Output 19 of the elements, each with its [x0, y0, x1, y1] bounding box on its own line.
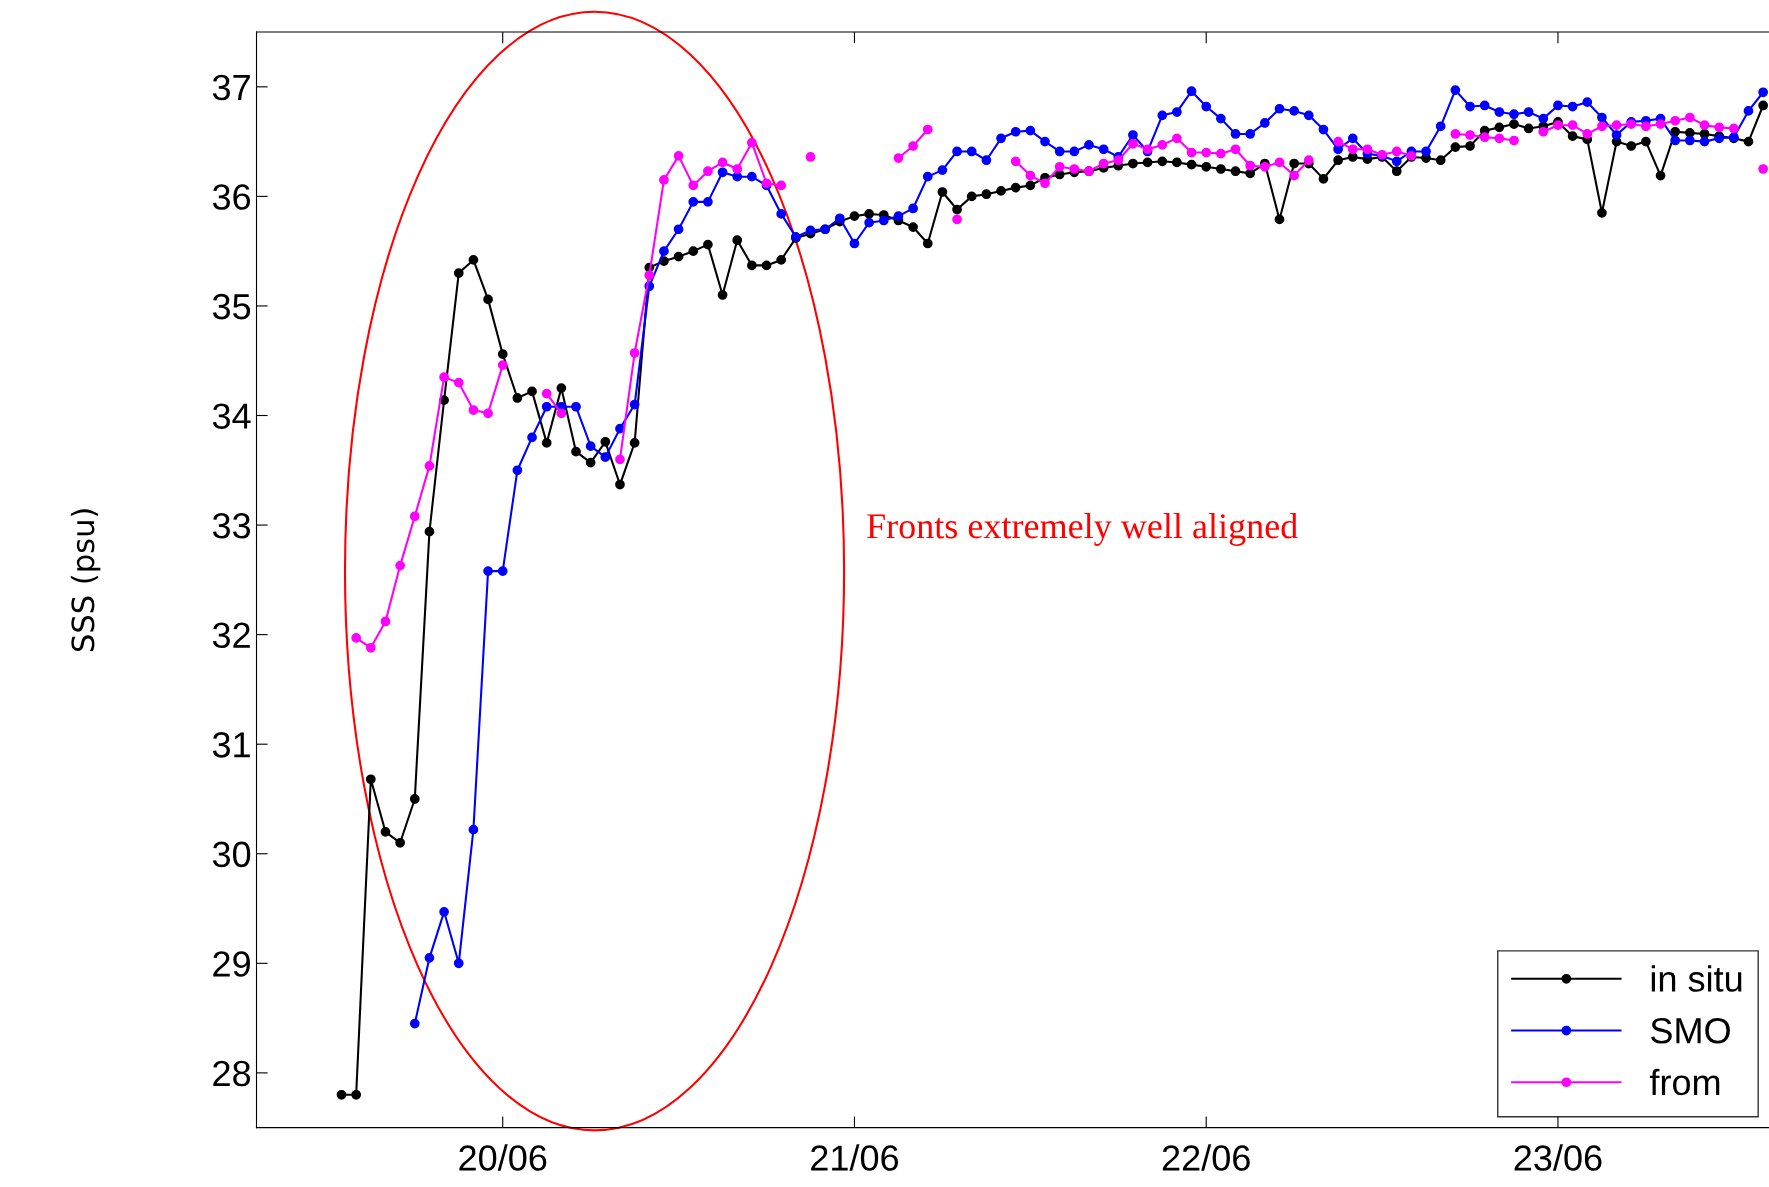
y-tick-label: 34 [212, 403, 251, 429]
y-axis-title: SSS (psu) [70, 509, 101, 652]
x-tick-label: 22/06 [1162, 1144, 1250, 1171]
x-tick-label: 20/06 [459, 1144, 547, 1171]
y-tick-label: 30 [212, 841, 251, 868]
y-tick-label: 32 [212, 622, 250, 649]
y-tick-label: 31 [212, 732, 250, 758]
y-tick-label: 36 [212, 184, 251, 210]
x-tick-label: 23/06 [1514, 1144, 1602, 1171]
y-tick-label: 28 [213, 1060, 251, 1087]
y-tick-label: 29 [213, 951, 250, 977]
legend-label: in situ [1651, 965, 1742, 992]
legend-label: SMO [1651, 1017, 1730, 1044]
x-tick-label: 21/06 [811, 1144, 899, 1171]
y-tick-label: 33 [212, 512, 251, 539]
y-tick-label: 37 [212, 74, 250, 101]
legend-label: from [1649, 1068, 1720, 1096]
annotation: Fronts extremely well aligned [867, 513, 1298, 546]
y-tick-label: 35 [212, 293, 251, 320]
